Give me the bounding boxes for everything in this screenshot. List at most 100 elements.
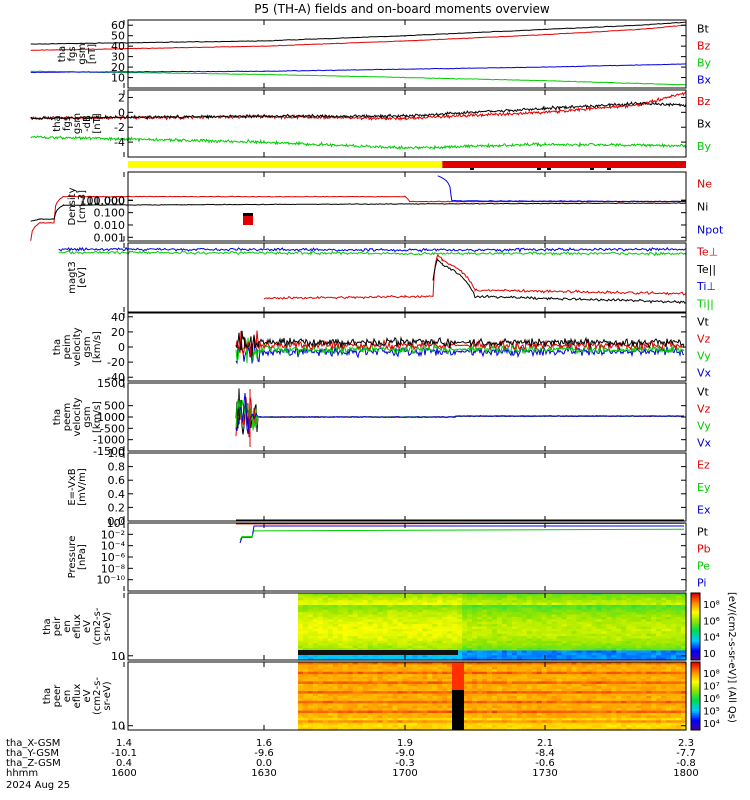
y-axis-label: [nT] xyxy=(87,44,98,64)
legend-Ni: Ni xyxy=(697,201,708,214)
legend-Bz: Bz xyxy=(697,95,711,108)
legend-Te||: Te|| xyxy=(696,263,716,276)
legend-Bt: Bt xyxy=(697,23,710,36)
figure-title: P5 (TH-A) fields and on-board moments ov… xyxy=(254,2,550,16)
series-Bx xyxy=(31,64,686,73)
mode-bar-segment xyxy=(128,161,442,168)
legend-Ez: Ez xyxy=(697,458,710,471)
y-tick-label: 0.100 xyxy=(94,207,126,220)
colorbar-tick: 10⁷ xyxy=(703,682,720,693)
colorbar-tick: 10⁴ xyxy=(703,719,720,730)
panel-frame-7 xyxy=(128,453,686,521)
y-tick-label: 0 xyxy=(118,341,125,354)
y-tick-label: 10⁻⁴ xyxy=(101,540,126,553)
y-tick-label: 0.001 xyxy=(94,231,126,244)
y-tick-label: 60 xyxy=(111,19,125,32)
panel-0: 102030405060tha fgs gsm [nT]BtBzByBx xyxy=(31,19,712,88)
y-tick-label: 10⁰ xyxy=(107,517,126,530)
heat-low-band xyxy=(298,650,458,655)
panel-frame-1 xyxy=(128,90,686,157)
legend-Ex: Ex xyxy=(697,504,711,517)
y-tick-label: 10⁻⁶ xyxy=(101,551,126,564)
y-axis-label: [km/s] xyxy=(92,331,103,363)
density-spike xyxy=(243,215,253,225)
legend-Pb: Pb xyxy=(697,543,711,556)
mode-flag xyxy=(547,168,551,170)
mode-bar-segment xyxy=(442,161,686,168)
y-tick-label: -20 xyxy=(107,356,125,369)
colorbar-tick: 10⁲ xyxy=(703,649,716,660)
panel-frame-8 xyxy=(128,523,686,591)
y-tick-label: 0.2 xyxy=(108,501,126,514)
y-tick-label: 40 xyxy=(111,311,125,324)
panel-1: -4-202tha fgs gsm -dB [nT]BzBxBy xyxy=(31,90,712,157)
legend-By: By xyxy=(697,57,712,70)
panel-6: -1500-1000-500050010001500tha peem velocit… xyxy=(52,377,712,458)
velocity-trace xyxy=(236,393,684,434)
legend-Pt: Pt xyxy=(697,526,709,539)
legend-Vz: Vz xyxy=(697,333,711,346)
panel-5: -40-2002040tha peim velocity gsm [km/s]VtVzV… xyxy=(52,311,712,384)
panels: 102030405060tha fgs gsm [nT]BtBzByBx-4-202t… xyxy=(31,19,724,732)
y-tick-label: 20 xyxy=(111,326,125,339)
y-axis-label: sr-eV) xyxy=(102,612,113,641)
mode-flag xyxy=(607,168,611,170)
panel-9: 10tha peir en eflux eV (cm2-s-sr-eV) xyxy=(42,593,687,663)
y-axis-label: [cm-3] xyxy=(77,190,88,223)
footer-date: 2024 Aug 25 xyxy=(6,780,70,791)
legend-Ti⊥: Ti⊥ xyxy=(696,280,716,293)
series-Ti|| xyxy=(59,251,686,256)
y-tick-label: 0.6 xyxy=(108,474,126,487)
y-tick-label: 10 xyxy=(111,650,125,663)
panel-4: magt3 [eV]Te⊥Te||Ti⊥Ti|| xyxy=(59,243,719,312)
colorbar: 10⁸10⁶10⁴10⁲10⁸10⁷10⁶10⁵10⁴ xyxy=(691,593,720,731)
legend-Vz: Vz xyxy=(697,403,711,416)
mode-flag xyxy=(590,168,594,170)
y-tick-label: 2 xyxy=(118,91,125,104)
footer-value: 1630 xyxy=(251,768,276,779)
footer-value: 1600 xyxy=(111,768,136,779)
y-tick-label: 0 xyxy=(118,106,125,119)
legend-Vx: Vx xyxy=(697,367,712,380)
panel-3: 0.0010.0100.1001.00010.000100.000Density… xyxy=(31,172,724,244)
legend-Vx: Vx xyxy=(697,437,712,450)
pressure-trace xyxy=(240,529,684,540)
mode-flag xyxy=(537,168,541,170)
footer-label: hhmm xyxy=(6,768,38,779)
y-tick-label: 1500 xyxy=(97,377,125,390)
panel-7: 0.00.20.40.60.81.0E=-VxB [mV/m]EzEyEx xyxy=(67,447,711,528)
legend-Pe: Pe xyxy=(697,560,710,573)
legend-Ne: Ne xyxy=(697,178,712,191)
footer-value: 1800 xyxy=(673,768,698,779)
y-tick-label: 0.010 xyxy=(94,219,126,232)
velocity-trace xyxy=(236,388,684,434)
colorbar-tick: 10⁶ xyxy=(703,616,720,627)
heat-stripe xyxy=(452,690,464,730)
footer-value: 1700 xyxy=(392,768,417,779)
footer-ephemeris: tha_X-GSM 1.4 1.6 1.9 2.1 2.3tha_Y-GSM -10.1 -9… xyxy=(6,738,699,779)
colorbar-tick: 10⁶ xyxy=(703,694,720,705)
panel-2 xyxy=(128,161,686,170)
y-axis-label: [eV] xyxy=(77,267,88,288)
series-Bx xyxy=(31,102,686,119)
colorbar-tick: 10⁸ xyxy=(703,600,720,611)
y-axis-label: [km/s] xyxy=(92,401,103,433)
panel-10: 10tha peer en eflux eV (cm2-s-sr-eV) xyxy=(42,662,687,733)
y-tick-label: 10⁻² xyxy=(101,528,125,541)
y-tick-label: 10⁻⁸ xyxy=(101,562,126,575)
legend-Bx: Bx xyxy=(697,118,712,131)
legend-Ti||: Ti|| xyxy=(696,297,714,310)
pressure-trace xyxy=(240,526,684,543)
y-tick-label: 0.8 xyxy=(108,461,126,474)
legend-Vy: Vy xyxy=(697,350,711,363)
colorbar-tick: 10⁴ xyxy=(703,633,720,644)
y-tick-label: 0.4 xyxy=(108,488,126,501)
panel-8: 10⁻¹⁰10⁻⁸10⁻⁶10⁻⁴10⁻²10⁰Pressure [nPa]PtP… xyxy=(67,517,711,591)
series-Te|| xyxy=(433,259,686,304)
legend-By: By xyxy=(697,140,712,153)
series-Ni xyxy=(31,203,686,222)
y-tick-label: 1.0 xyxy=(108,447,126,460)
legend-Bz: Bz xyxy=(697,40,711,53)
colorbar-tick: 10⁸ xyxy=(703,669,720,680)
